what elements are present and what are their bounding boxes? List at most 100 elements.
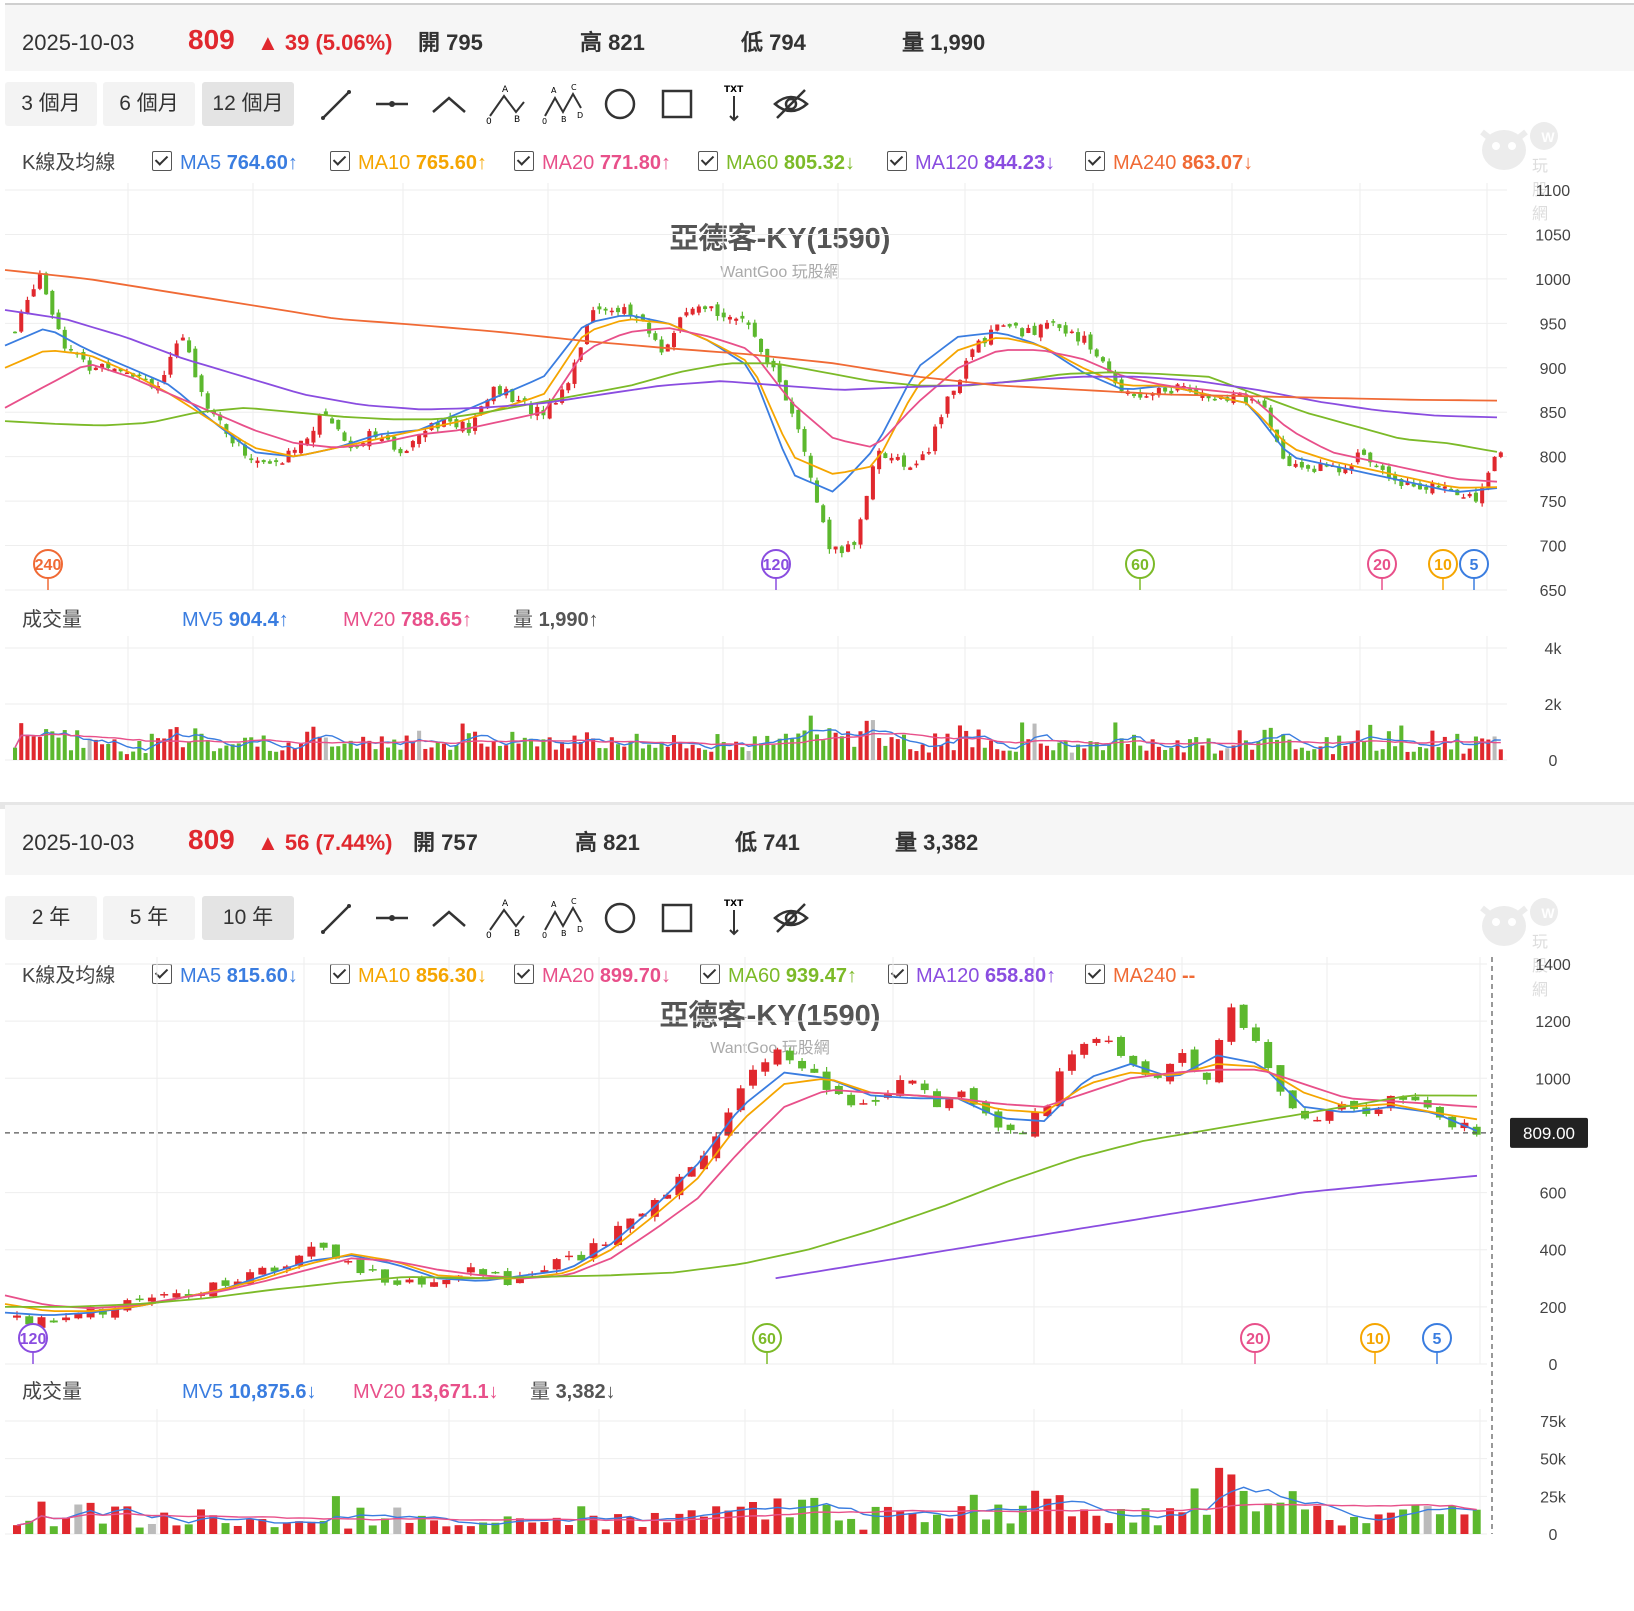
legend-ma20[interactable]: MA20 771.80↑: [514, 143, 671, 183]
candle: [298, 440, 304, 454]
range-6m-button[interactable]: 6 個月: [103, 82, 195, 126]
volume-bar: [957, 1506, 966, 1534]
volume-bar: [1306, 750, 1311, 760]
legend-ma10[interactable]: MA10 856.30↓: [330, 956, 487, 996]
ma-period-marker-label: 120: [20, 1331, 47, 1348]
volume-bar: [734, 741, 739, 760]
legend-ma20[interactable]: MA20 899.70↓: [514, 956, 671, 996]
volume-bar: [1069, 752, 1074, 760]
candle: [1018, 1132, 1027, 1135]
volume-label: 量: [902, 30, 925, 55]
candle: [678, 317, 683, 330]
legend-ma120[interactable]: MA120 658.80↑: [888, 956, 1056, 996]
legend-checkbox[interactable]: [698, 151, 718, 171]
candle: [246, 1272, 255, 1284]
text-tool-icon[interactable]: TXT: [712, 82, 756, 126]
volume-bar: [871, 1506, 880, 1534]
hide-drawings-icon[interactable]: [769, 82, 813, 126]
circle-tool-icon[interactable]: [598, 82, 642, 126]
volume-bar: [771, 744, 776, 760]
abcd-pattern-tool-icon[interactable]: A C 0 B D: [541, 82, 585, 126]
legend-checkbox[interactable]: [1085, 151, 1105, 171]
candle: [441, 419, 446, 427]
legend-ma10[interactable]: MA10 765.60↑: [330, 143, 487, 183]
range-3m-button[interactable]: 3 個月: [5, 82, 97, 126]
candle: [111, 1309, 120, 1318]
candle: [149, 379, 154, 388]
candle: [638, 1213, 647, 1217]
legend-ma240[interactable]: MA240 863.07↓: [1085, 143, 1253, 183]
quote-change: ▲ 39 (5.06%): [257, 30, 393, 55]
legend-ma120[interactable]: MA120 844.23↓: [887, 143, 1055, 183]
angle-tool-icon[interactable]: [427, 82, 471, 126]
volume-bar: [131, 751, 136, 760]
candle: [699, 1155, 708, 1170]
candle: [137, 374, 142, 377]
legend-checkbox[interactable]: [330, 151, 350, 171]
y-tick-label: 1200: [1535, 1014, 1571, 1031]
rectangle-tool-icon[interactable]: [655, 82, 699, 126]
ma-name: MA10: [358, 965, 411, 987]
volume-bar: [1169, 747, 1174, 760]
volume-bar: [379, 736, 384, 760]
ma240-line: [4, 269, 1498, 402]
ma-period-marker-20: 20: [1367, 549, 1397, 590]
candle: [466, 1267, 475, 1273]
low-value: 741: [763, 830, 800, 855]
range-10y-button[interactable]: 10 年: [202, 896, 294, 940]
ma-value: 863.07: [1181, 152, 1244, 174]
line-tool-icon[interactable]: [313, 896, 357, 940]
circle-tool-icon[interactable]: [598, 896, 642, 940]
candle: [180, 337, 185, 341]
volume-tick-label: 4k: [1545, 641, 1563, 658]
legend-ma5[interactable]: MA5 764.60↑: [152, 143, 298, 183]
volume-bar: [261, 735, 266, 760]
range-5y-button[interactable]: 5 年: [103, 896, 195, 940]
candle: [1153, 1075, 1162, 1078]
candle: [233, 1281, 242, 1285]
candle: [274, 460, 279, 463]
range-12m-button[interactable]: 12 個月: [202, 82, 294, 126]
candle: [1239, 1004, 1248, 1028]
volume-tick-label: 0: [1549, 1527, 1558, 1544]
candle: [174, 343, 179, 357]
volume-bar: [441, 743, 446, 760]
abc-pattern-tool-icon[interactable]: A 0 B: [484, 896, 528, 941]
horizontal-line-tool-icon[interactable]: [370, 896, 414, 940]
volume-bar: [286, 742, 291, 760]
legend-checkbox[interactable]: [887, 151, 907, 171]
candle: [589, 1243, 598, 1259]
candle: [951, 390, 956, 395]
candle: [740, 315, 745, 319]
horizontal-line-tool-icon[interactable]: [370, 82, 414, 126]
line-tool-icon[interactable]: [313, 82, 357, 126]
candle: [1187, 388, 1192, 391]
volume-bar: [1138, 745, 1143, 760]
text-tool-icon[interactable]: TXT: [712, 896, 756, 940]
volume-bar: [1092, 1515, 1101, 1534]
candle: [410, 441, 415, 448]
candle: [1067, 1054, 1076, 1071]
volume-bar: [541, 739, 546, 760]
candle: [908, 467, 913, 470]
abc-pattern-tool-icon[interactable]: A 0 B: [484, 82, 528, 127]
range-2y-button[interactable]: 2 年: [5, 896, 97, 940]
price-chart-12m[interactable]: 1100105010009509008508007507006504k2k024…: [0, 0, 1634, 802]
candle: [839, 546, 844, 554]
volume-bar: [1251, 1511, 1260, 1534]
volume-bar: [112, 739, 117, 760]
ma-period-marker-label: 10: [1434, 557, 1452, 574]
legend-ma60[interactable]: MA60 939.47↑: [700, 956, 857, 996]
abcd-pattern-tool-icon[interactable]: A C 0 B D: [541, 896, 585, 940]
rectangle-tool-icon[interactable]: [655, 896, 699, 940]
hide-drawings-icon[interactable]: [769, 896, 813, 940]
candle: [1399, 1096, 1408, 1100]
legend-checkbox[interactable]: [152, 151, 172, 171]
legend-ma60[interactable]: MA60 805.32↓: [698, 143, 855, 183]
angle-tool-icon[interactable]: [427, 896, 471, 940]
legend-checkbox[interactable]: [514, 151, 534, 171]
volume-bar: [1368, 724, 1373, 760]
svg-text:C: C: [571, 897, 577, 906]
volume-bar: [1362, 1523, 1371, 1534]
